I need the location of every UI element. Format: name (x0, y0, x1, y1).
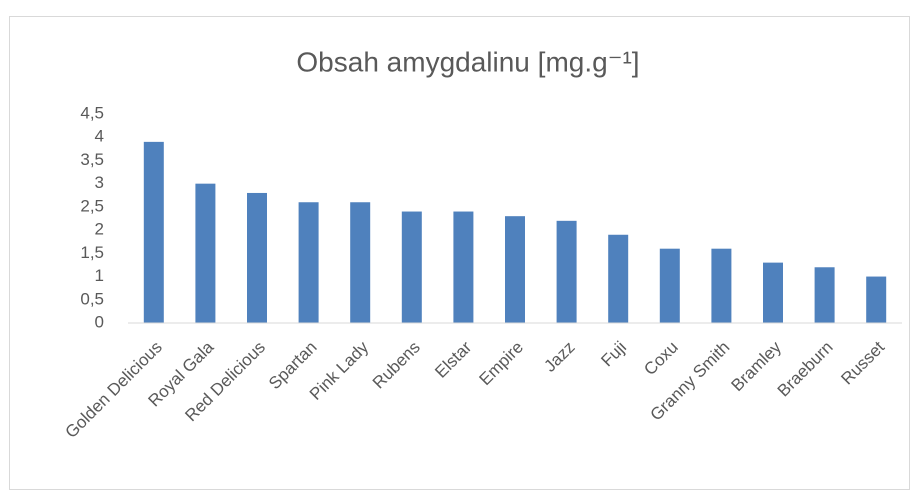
y-tick-label: 3 (95, 173, 104, 192)
bar (298, 202, 319, 323)
bar (659, 248, 680, 323)
y-tick-label: 1 (95, 266, 104, 285)
y-tick-label: 0,5 (80, 289, 104, 308)
bar (195, 183, 216, 323)
bar (401, 211, 422, 323)
y-tick-label: 2 (95, 220, 104, 239)
bar (350, 202, 371, 323)
y-tick-label: 0 (95, 312, 104, 331)
y-tick-label: 3,5 (80, 150, 104, 169)
bar (143, 141, 164, 323)
bar (247, 192, 267, 323)
bar (453, 211, 474, 323)
bar (711, 248, 732, 323)
bar (608, 234, 629, 323)
bar (556, 220, 577, 323)
chart-title: Obsah amygdalinu [mg.g⁻¹] (296, 46, 639, 77)
bar (866, 276, 887, 323)
y-tick-label: 1,5 (80, 243, 104, 262)
bar (763, 262, 783, 323)
y-tick-label: 2,5 (80, 196, 104, 215)
y-tick-label: 4,5 (80, 103, 104, 122)
bar (814, 267, 835, 323)
bar (505, 216, 525, 323)
y-tick-label: 4 (95, 127, 104, 146)
